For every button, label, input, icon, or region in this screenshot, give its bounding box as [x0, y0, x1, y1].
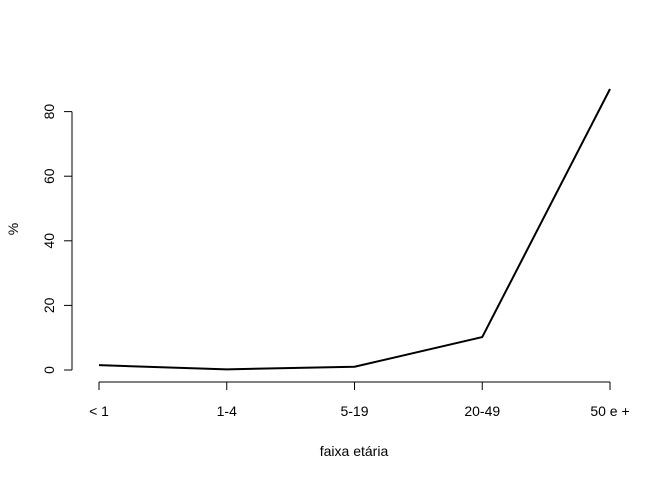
y-tick-label: 80	[41, 104, 57, 120]
x-axis-label: faixa etária	[320, 443, 389, 459]
x-tick-label: < 1	[89, 403, 109, 419]
x-axis: < 1 1-4 5-19 20-49 50 e +	[89, 382, 630, 419]
x-tick-label: 5-19	[340, 403, 368, 419]
series-line	[99, 89, 610, 369]
x-tick-label: 20-49	[464, 403, 500, 419]
y-tick-label: 20	[41, 297, 57, 313]
y-tick-label: 60	[41, 168, 57, 184]
y-axis-label: %	[5, 223, 21, 235]
y-tick-label: 0	[41, 366, 57, 374]
series-layer	[99, 89, 610, 369]
x-tick-label: 50 e +	[590, 403, 629, 419]
y-tick-label: 40	[41, 233, 57, 249]
y-axis: 0 20 40 60 80	[41, 104, 72, 374]
x-tick-label: 1-4	[217, 403, 237, 419]
